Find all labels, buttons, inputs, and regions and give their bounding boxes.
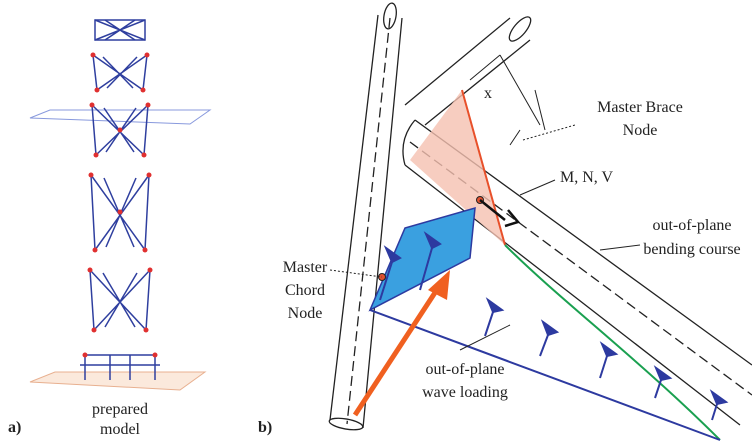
annotation: out-of-plane (425, 361, 504, 378)
load-block (368, 206, 476, 312)
panel-label: b) (258, 419, 272, 436)
shape (508, 16, 532, 42)
annotation: Master Brace (597, 99, 683, 116)
shape (143, 327, 149, 333)
shape (141, 152, 147, 158)
nodes (82, 52, 158, 358)
shape (140, 87, 146, 93)
leaders (329, 54, 641, 351)
node-markers (378, 196, 521, 281)
shape (419, 247, 433, 291)
shape (80, 354, 160, 380)
shape (599, 355, 608, 379)
shape (485, 297, 505, 314)
load-arrows (379, 231, 729, 421)
shape (383, 245, 402, 264)
dimension: x (484, 85, 492, 102)
shape (402, 119, 416, 166)
shape (653, 365, 673, 382)
shape (404, 17, 531, 126)
shape (484, 311, 494, 337)
shape (539, 334, 549, 357)
annotation: Master (283, 259, 328, 276)
chord-tube (328, 2, 403, 431)
shape (88, 172, 94, 178)
shape (92, 247, 98, 253)
annotation: wave loading (422, 384, 508, 401)
shape (329, 14, 403, 429)
annotation: Chord (285, 282, 325, 299)
shape (519, 179, 556, 196)
shape (522, 124, 576, 141)
shape (117, 209, 123, 215)
shape (92, 54, 148, 91)
annotation: Node (623, 122, 658, 139)
shape (93, 152, 99, 158)
shape (423, 231, 442, 250)
shape (654, 379, 662, 399)
top-bracing (94, 19, 146, 41)
caption: prepared (92, 401, 148, 418)
shape (89, 102, 95, 108)
shape (379, 261, 393, 301)
resultant-arrow (352, 283, 443, 417)
shape (146, 172, 152, 178)
shape (711, 403, 718, 421)
annotation: Node (288, 305, 323, 322)
shape (94, 87, 100, 93)
base-plane (29, 371, 207, 391)
shape (540, 319, 560, 337)
annotation: out-of-plane (652, 217, 731, 234)
shape (409, 141, 752, 396)
tower-model (29, 19, 212, 391)
shape (145, 102, 151, 108)
shape (152, 352, 158, 358)
shape (469, 54, 546, 146)
bending-curve (504, 244, 721, 441)
shape (709, 389, 729, 406)
shape (479, 199, 521, 228)
shape (599, 244, 641, 251)
shape (87, 267, 93, 273)
shape (599, 341, 619, 358)
shape (328, 417, 364, 431)
shape (117, 127, 123, 133)
caption: model (100, 421, 141, 438)
shape (82, 352, 88, 358)
triangle-edge (461, 89, 506, 246)
moment-triangle (410, 90, 505, 245)
panel-label: a) (8, 419, 21, 436)
shape (147, 267, 153, 273)
shape (383, 2, 397, 30)
plane (29, 109, 212, 125)
load-baseline (369, 309, 721, 441)
annotation: M, N, V (560, 169, 613, 186)
shape (90, 52, 96, 58)
shape (329, 269, 383, 278)
shape (89, 269, 151, 331)
shape (144, 52, 150, 58)
annotation: bending course (643, 241, 740, 258)
upper-brace (404, 16, 532, 126)
shape (91, 327, 97, 333)
shape (142, 247, 148, 253)
arrow-head (428, 270, 450, 300)
top-frame (94, 19, 146, 41)
shape (346, 17, 391, 425)
shape (459, 324, 511, 351)
